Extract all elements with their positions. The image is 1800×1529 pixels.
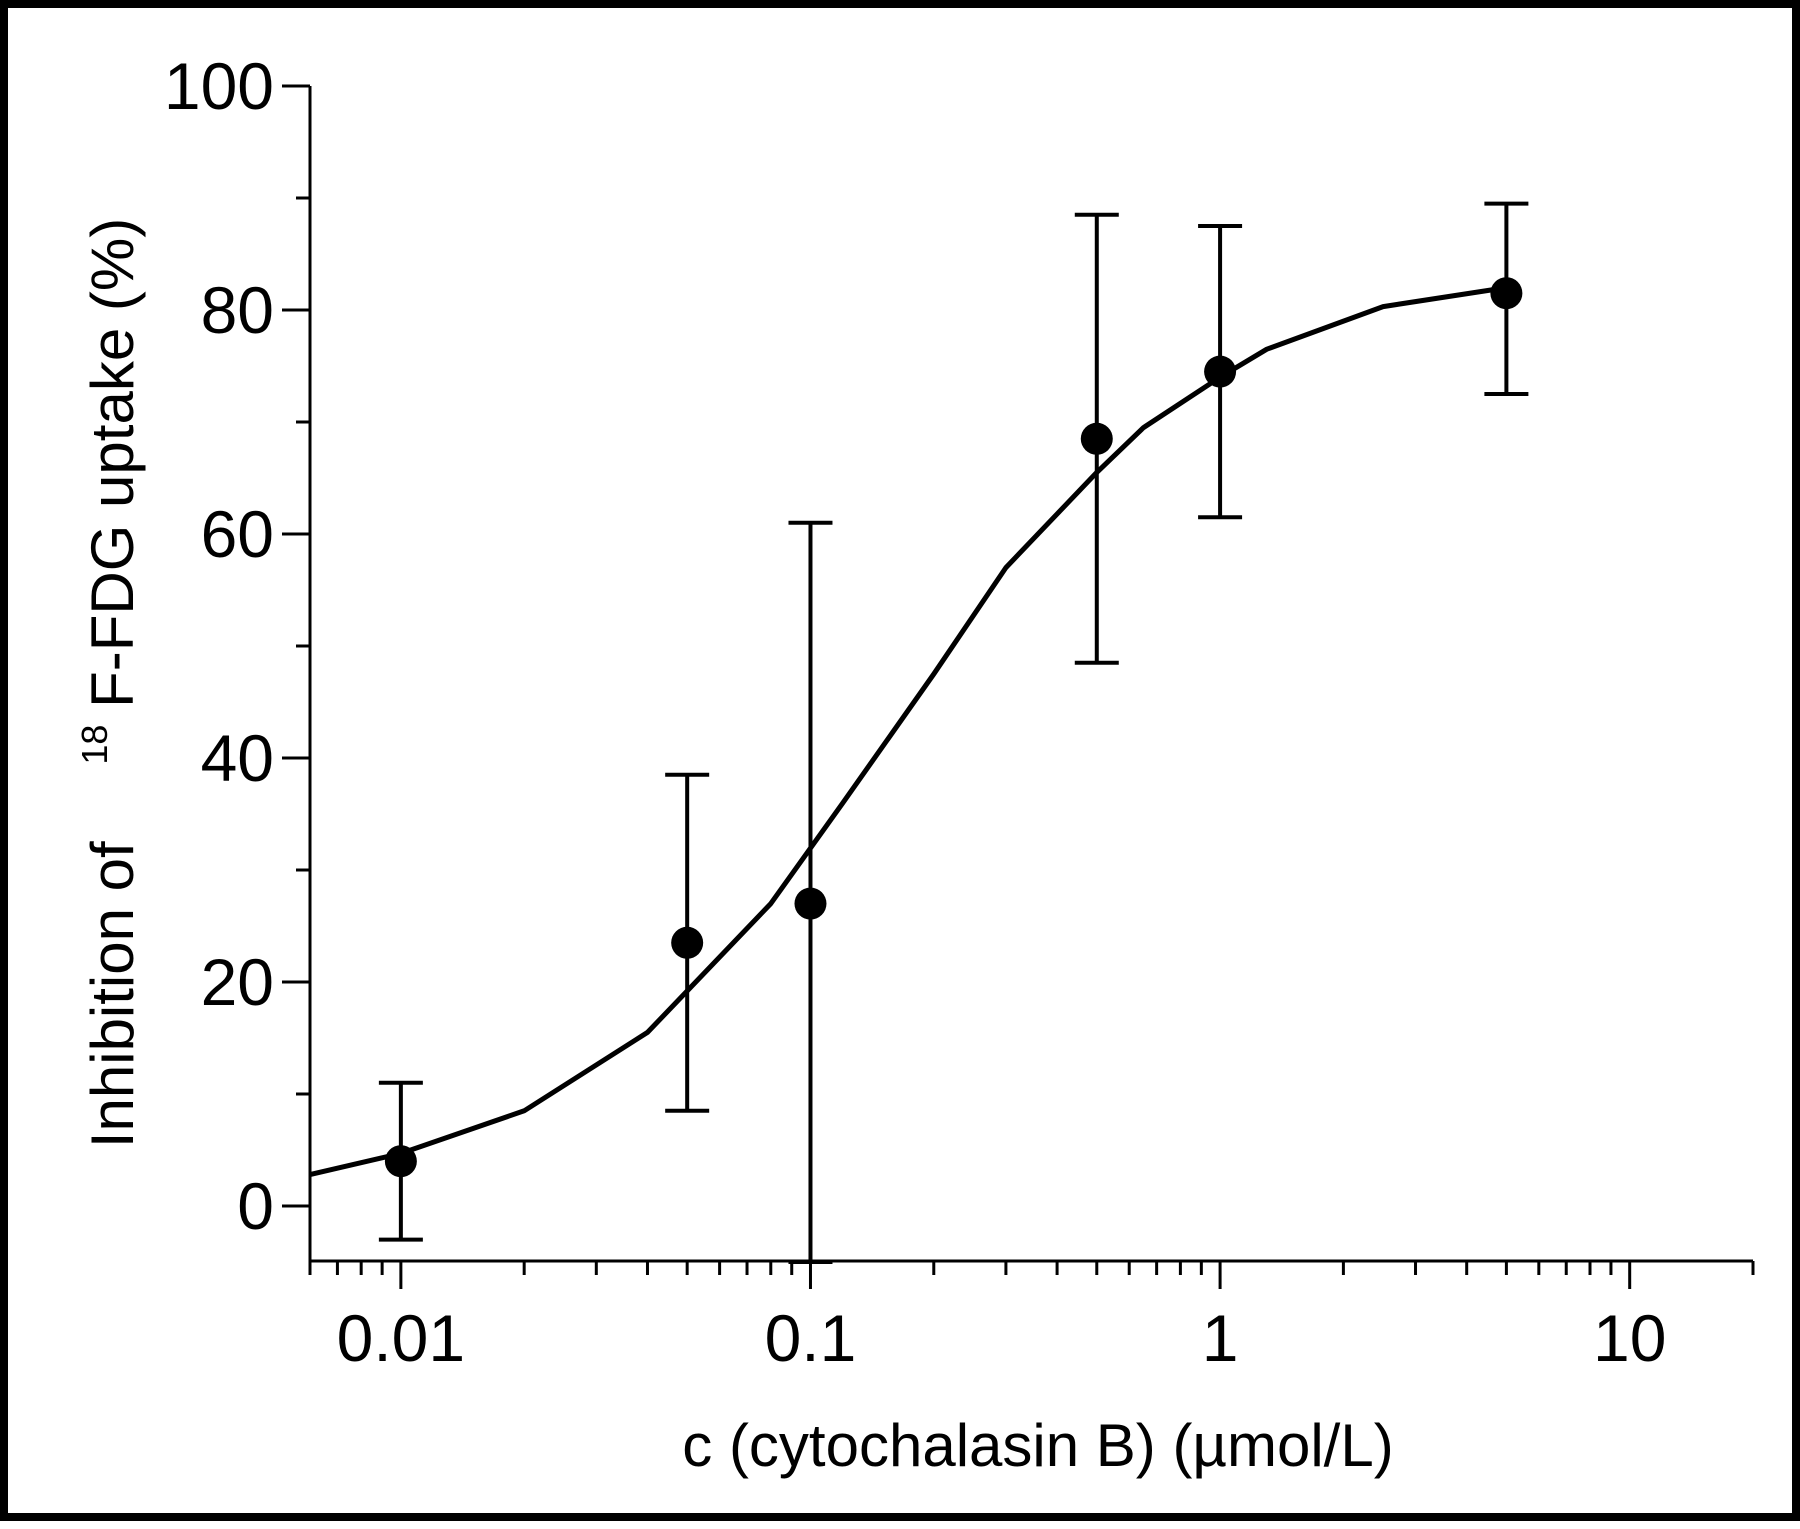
dose-response-chart: 0 20 40 60 80 100 0.01 0.1 1 10 c (cytochalasin B… [53, 49, 1755, 1479]
data-point [1490, 277, 1523, 310]
tick-labels: 0 20 40 60 80 100 0.01 0.1 1 10 [164, 49, 1667, 1375]
y-tick-label: 40 [201, 721, 274, 795]
y-tick-label: 100 [164, 49, 274, 123]
y-tick-label: 60 [201, 497, 274, 571]
error-bar-layer [378, 201, 1529, 1264]
x-tick-label: 10 [1593, 1301, 1666, 1375]
y-axis-title-suffix: F-FDG uptake (%) [79, 218, 146, 708]
y-axis-title: Inhibition of 18 F-FDG uptake (%) [53, 218, 146, 1148]
x-tick-label: 0.1 [765, 1301, 857, 1375]
data-point-layer [384, 277, 1523, 1178]
data-point [794, 887, 827, 920]
x-tick-label: 0.01 [337, 1301, 465, 1375]
fitted-curve-layer [309, 285, 1507, 1178]
data-point [1080, 422, 1113, 455]
axes [308, 86, 1753, 1263]
data-point [384, 1145, 417, 1178]
x-tick-label: 1 [1202, 1301, 1239, 1375]
y-tick-label: 80 [201, 273, 274, 347]
svg-text:Inhibition of 18: Inhibition of 18 F-FDG uptake (%) [53, 218, 146, 1148]
fitted-curve [309, 285, 1507, 1178]
y-axis-title-superscript: 18 [74, 725, 115, 765]
data-point [1204, 355, 1237, 388]
y-axis-title-prefix: Inhibition of [79, 841, 146, 1148]
tick-marks [282, 84, 1755, 1289]
data-point [671, 926, 704, 959]
y-tick-label: 0 [237, 1169, 274, 1243]
y-tick-label: 20 [201, 945, 274, 1019]
x-axis-title: c (cytochalasin B) (µmol/L) [682, 1412, 1393, 1479]
